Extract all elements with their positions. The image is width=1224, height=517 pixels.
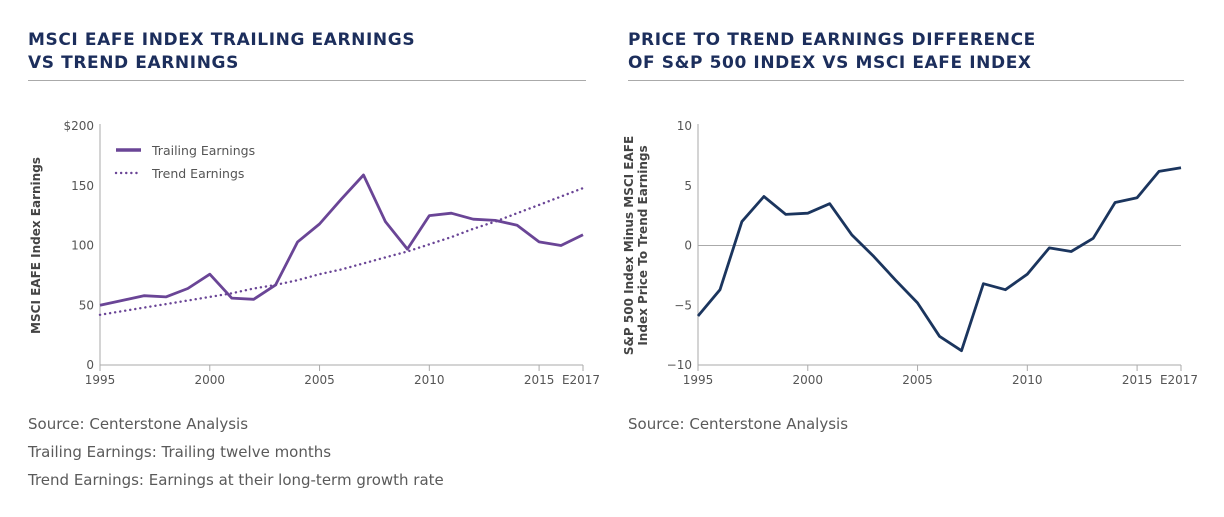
legend-label: Trailing Earnings — [151, 143, 255, 158]
x-tick-label: 2010 — [1012, 373, 1043, 387]
left-notes: Source: Centerstone Analysis Trailing Ea… — [28, 412, 444, 496]
x-tick-label: 1995 — [683, 373, 714, 387]
x-tick-label: 2005 — [902, 373, 933, 387]
trailing-earnings-note: Trailing Earnings: Trailing twelve month… — [28, 443, 332, 461]
x-tick-label: 2000 — [792, 373, 823, 387]
x-tick-label: 2015 — [1122, 373, 1153, 387]
trend-earnings-note: Trend Earnings: Earnings at their long-t… — [28, 471, 444, 489]
series-line-trend-earnings — [98, 186, 585, 317]
price-trend-difference-chart: −10 −5 0 5 10 1995 2000 2005 2010 2015 E2017 S&P 50… — [622, 119, 1198, 387]
right-notes: Source: Centerstone Analysis — [628, 412, 848, 440]
y-tick-label: $200 — [63, 119, 94, 133]
y-tick-label: 5 — [684, 179, 692, 193]
y-tick-label: 100 — [71, 239, 94, 253]
y-axis-title: S&P 500 Index Minus MSCI EAFE — [622, 136, 636, 355]
right-title-divider — [628, 80, 1184, 81]
x-tick-label: 2010 — [414, 373, 445, 387]
series-line-trailing-earnings — [99, 173, 584, 307]
y-tick-label: 10 — [677, 119, 692, 133]
legend-label: Trend Earnings — [151, 166, 244, 181]
x-tick-label: E2017 — [1160, 373, 1198, 387]
y-axis-title: MSCI EAFE Index Earnings — [29, 157, 43, 334]
y-tick-label: 150 — [71, 179, 94, 193]
y-tick-label: −10 — [667, 358, 692, 372]
x-tick-label: 2015 — [524, 373, 555, 387]
y-tick-label: 50 — [79, 298, 94, 312]
x-tick-label: 1995 — [85, 373, 116, 387]
source-note: Source: Centerstone Analysis — [628, 415, 849, 433]
x-tick-label: 2005 — [304, 373, 335, 387]
x-tick-label: E2017 — [562, 373, 600, 387]
y-tick-label: 0 — [684, 239, 692, 253]
series-line-s-p-500-minus-msci-eafe — [696, 166, 1182, 353]
y-tick-label: −5 — [674, 298, 692, 312]
x-tick-label: 2000 — [194, 373, 225, 387]
left-chart-title: MSCI EAFE INDEX TRAILING EARNINGS VS TRE… — [28, 30, 416, 73]
left-title-divider — [28, 80, 586, 81]
y-tick-label: 0 — [86, 358, 94, 372]
source-note: Source: Centerstone Analysis — [28, 415, 249, 433]
earnings-chart: 0 50 100 150 $200 1995 2000 2005 2010 2015 E2017 MS… — [29, 119, 600, 387]
y-axis-title: Index Price To Trend Earnings — [636, 145, 650, 345]
right-chart-title: PRICE TO TREND EARNINGS DIFFERENCE OF S&… — [628, 30, 1036, 73]
